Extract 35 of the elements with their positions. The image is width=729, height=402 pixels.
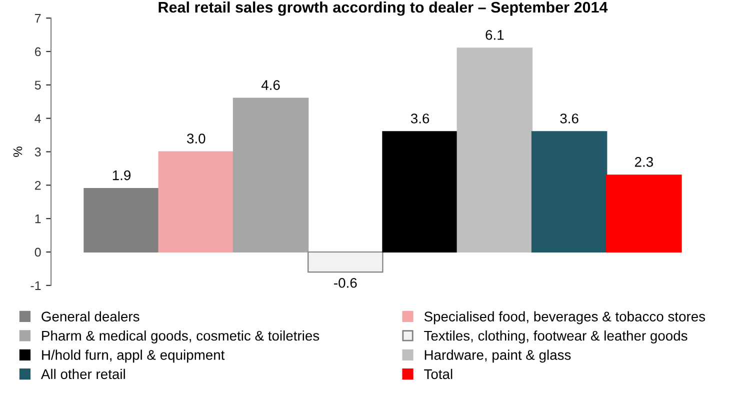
y-tick-label: 7 <box>34 14 41 23</box>
legend-label: Specialised food, beverages & tobacco stores <box>424 311 706 324</box>
y-tick-label: 6 <box>34 47 41 56</box>
y-tick-label: 5 <box>34 80 41 90</box>
data-label: 2.3 <box>634 157 653 167</box>
legend-label: Pharm & medical goods, cosmetic & toiletries <box>42 330 320 344</box>
data-label: 3.6 <box>560 114 578 124</box>
y-axis-title: % <box>13 146 22 157</box>
y-tick-label: 4 <box>34 114 41 123</box>
y-tick-label: 2 <box>34 180 41 190</box>
data-label: 6.1 <box>486 30 504 40</box>
bar <box>606 174 682 253</box>
y-tick-label: 3 <box>34 148 41 156</box>
data-label: -0.6 <box>334 278 357 288</box>
legend-label: Total <box>424 368 452 380</box>
bar <box>158 151 234 253</box>
data-label: 4.6 <box>261 80 280 90</box>
bar <box>308 251 384 273</box>
legend-label: General dealers <box>42 311 140 322</box>
y-tick-label: 1 <box>35 214 41 224</box>
legend-label: H/hold furn, appl & equipment <box>42 350 225 363</box>
data-label: 3.0 <box>187 134 206 144</box>
data-label: 3.6 <box>410 114 430 124</box>
bar <box>456 48 533 253</box>
bar <box>84 188 160 253</box>
bar <box>382 131 458 253</box>
bar <box>232 98 309 253</box>
y-tick-label: -1 <box>30 281 41 290</box>
legend-label: Hardware, paint & glass <box>424 350 571 363</box>
bar <box>531 131 608 253</box>
y-tick-label: 0 <box>34 248 41 257</box>
data-label: 1.9 <box>112 170 131 180</box>
legend-label: All other retail <box>40 368 125 380</box>
chart-title: Real retail sales growth according to dealer – September 2014 <box>158 1 608 16</box>
legend-label: Textiles, clothing, footwear & leather goods <box>424 330 688 344</box>
